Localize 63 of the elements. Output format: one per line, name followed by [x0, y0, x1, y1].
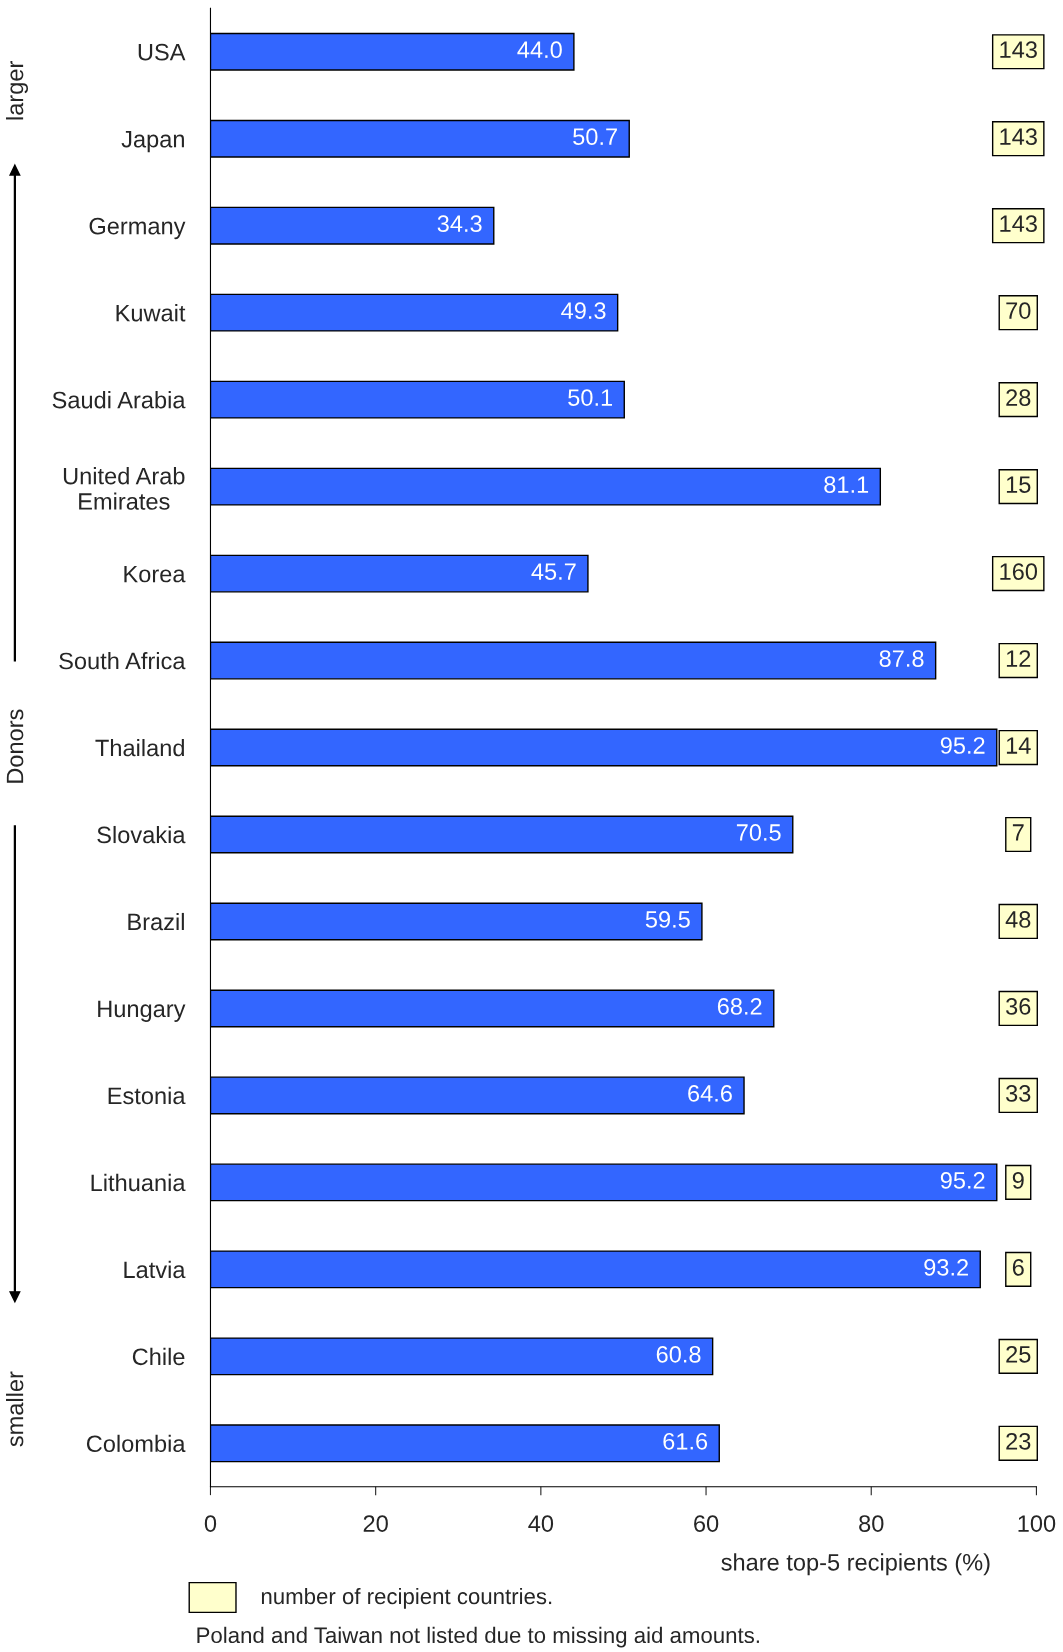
data-label: 49.3	[561, 302, 606, 319]
data-label: 70.5	[736, 824, 781, 841]
annotation: 33	[1006, 1085, 1031, 1102]
text: larger	[6, 61, 29, 120]
data-label: 81.1	[824, 476, 869, 493]
y-tick-label: Latvia	[124, 1260, 186, 1279]
y-tick-label: United Arab Emirates	[63, 467, 185, 510]
annotation: 15	[1006, 476, 1031, 493]
x-tick-label: 100	[1018, 1515, 1056, 1532]
data-label: 34.3	[437, 215, 482, 233]
data-label: 95.2	[940, 1172, 985, 1189]
y-tick-label: Colombia	[86, 1434, 186, 1453]
annotation: 143	[1000, 128, 1037, 146]
annotation: 6	[1012, 1258, 1024, 1276]
annotation: 23	[1006, 1432, 1031, 1450]
data-label: 68.2	[717, 998, 762, 1015]
data-label: 61.6	[663, 1432, 708, 1450]
y-tick-label: Japan	[121, 131, 184, 153]
annotation: 160	[1000, 563, 1038, 580]
data-label: 50.7	[573, 128, 617, 146]
data-label: 87.8	[879, 650, 924, 667]
y-tick-label: Estonia	[108, 1086, 186, 1105]
y-tick-label: Kuwait	[116, 304, 186, 322]
y-tick-label: Chile	[132, 1347, 185, 1366]
annotation: 143	[1000, 41, 1037, 59]
y-tick-label: USA	[138, 43, 186, 61]
annotation: 70	[1006, 302, 1031, 319]
data-label: 44.0	[517, 41, 562, 59]
annotation: 28	[1006, 389, 1031, 406]
x-tick-label: 20	[363, 1515, 388, 1532]
y-tick-label: Lithuania	[91, 1173, 186, 1192]
x-tick-label: 0	[204, 1515, 217, 1532]
y-axis-title: Donors	[6, 709, 24, 783]
y-tick-label: Thailand	[95, 738, 184, 757]
data-label: 45.7	[531, 563, 576, 580]
annotation: 25	[1006, 1345, 1031, 1363]
annotation: 36	[1006, 998, 1031, 1015]
data-label: 50.1	[568, 389, 613, 406]
data-label: 93.2	[924, 1258, 968, 1276]
annotation: 7	[1012, 824, 1024, 841]
annotation: 9	[1012, 1172, 1024, 1189]
x-axis-title: share top-5 recipients (%)	[721, 1553, 990, 1576]
y-tick-label: Korea	[124, 565, 186, 583]
data-label: 59.5	[645, 911, 690, 928]
annotation: 12	[1006, 650, 1031, 667]
annotation: 48	[1005, 911, 1031, 928]
x-tick-label: 40	[528, 1515, 554, 1532]
y-tick-label: Germany	[89, 217, 186, 240]
data-label: 64.6	[688, 1085, 732, 1102]
y-tick-label: Hungary	[98, 1000, 186, 1022]
text: Poland and Taiwan not listed due to missing aid amounts.	[197, 1626, 759, 1648]
text: number of recipient countries.	[261, 1587, 552, 1609]
data-label: 95.2	[940, 737, 985, 754]
y-tick-label: South Africa	[59, 652, 186, 670]
text: smaller	[6, 1371, 24, 1447]
x-tick-label: 80	[859, 1515, 884, 1532]
x-tick-label: 60	[694, 1515, 719, 1532]
annotation: 14	[1006, 737, 1031, 754]
data-label: 60.8	[656, 1345, 701, 1363]
y-tick-label: Saudi Arabia	[52, 391, 186, 409]
annotation: 143	[1000, 215, 1037, 233]
y-tick-label: Slovakia	[97, 825, 186, 844]
y-tick-label: Brazil	[128, 912, 184, 931]
